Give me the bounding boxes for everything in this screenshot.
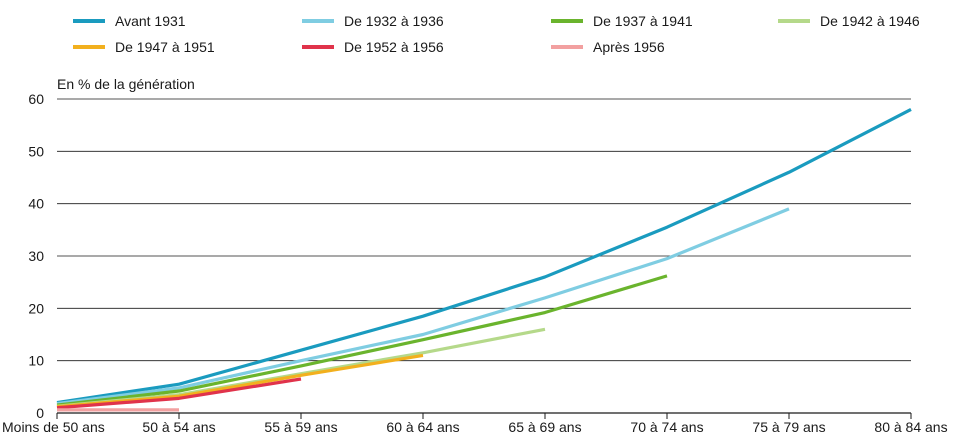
x-tick-label: 55 à 59 ans — [264, 419, 337, 435]
legend-label: De 1932 à 1936 — [344, 13, 444, 29]
legend-label: De 1942 à 1946 — [820, 13, 920, 29]
x-tick-label: 80 à 84 ans — [874, 419, 947, 435]
y-tick-label: 10 — [28, 353, 44, 369]
grid-lines — [57, 98, 911, 414]
x-tick-label: 60 à 64 ans — [386, 419, 459, 435]
y-tick-label: 50 — [28, 143, 44, 159]
legend-item: De 1937 à 1941 — [551, 13, 693, 29]
series-line — [56, 377, 302, 410]
y-tick-label: 60 — [28, 91, 44, 107]
legend-label: Avant 1931 — [115, 13, 186, 29]
legend-item: De 1947 à 1951 — [73, 39, 215, 55]
x-tick-label: 70 à 74 ans — [630, 419, 703, 435]
x-tick-label: 65 à 69 ans — [508, 419, 581, 435]
x-tick-label: 50 à 54 ans — [142, 419, 215, 435]
y-tick-label: 20 — [28, 300, 44, 316]
y-axis-ticks: 0 10 20 30 40 50 60 — [28, 91, 44, 421]
series-line — [56, 108, 912, 405]
series-line — [56, 207, 790, 406]
series-lines — [56, 108, 912, 412]
y-tick-label: 30 — [28, 248, 44, 264]
x-axis: Moins de 50 ans 50 à 54 ans 55 à 59 ans 60 … — [2, 413, 948, 435]
legend-item: Avant 1931 — [73, 13, 186, 29]
legend-item: De 1932 à 1936 — [302, 13, 444, 29]
y-axis-title: En % de la génération — [57, 76, 195, 92]
x-tick-label: 75 à 79 ans — [752, 419, 825, 435]
legend-label: De 1947 à 1951 — [115, 39, 215, 55]
legend-label: Après 1956 — [593, 39, 665, 55]
x-tick-label: Moins de 50 ans — [2, 419, 105, 435]
legend-label: De 1937 à 1941 — [593, 13, 693, 29]
y-tick-label: 40 — [28, 196, 44, 212]
legend-item: De 1942 à 1946 — [778, 13, 920, 29]
legend-item: De 1952 à 1956 — [302, 39, 444, 55]
legend: Avant 1931 De 1932 à 1936 De 1937 à 1941 De… — [73, 13, 920, 55]
legend-label: De 1952 à 1956 — [344, 39, 444, 55]
series-line — [56, 274, 668, 407]
legend-item: Après 1956 — [551, 39, 665, 55]
y-tick-label: 0 — [36, 405, 44, 421]
